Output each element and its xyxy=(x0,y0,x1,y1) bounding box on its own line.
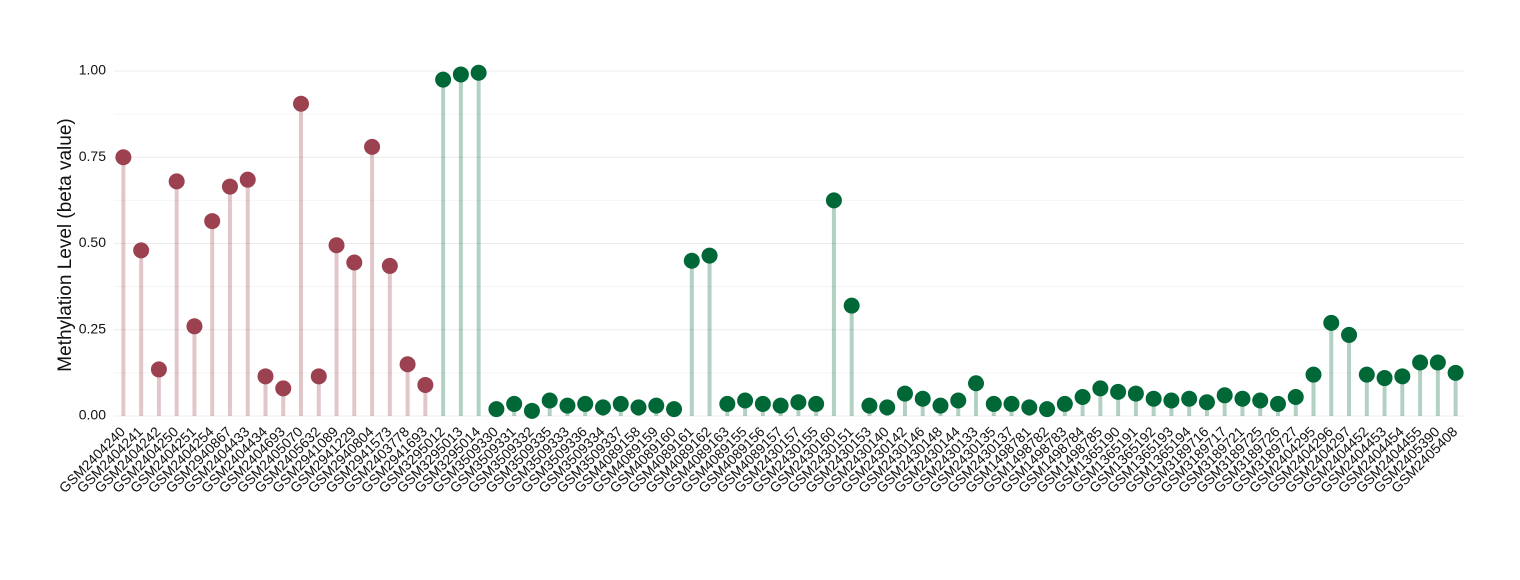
dot xyxy=(985,395,1002,412)
dot xyxy=(275,380,292,397)
dot xyxy=(115,149,132,166)
dot xyxy=(594,399,611,416)
dot xyxy=(1305,366,1322,383)
dot xyxy=(808,395,825,412)
dot xyxy=(879,399,896,416)
dot xyxy=(719,395,736,412)
dot xyxy=(1163,392,1180,409)
dot xyxy=(541,392,558,409)
dot xyxy=(506,395,523,412)
dot xyxy=(1269,395,1286,412)
dot xyxy=(1216,387,1233,404)
dot xyxy=(1323,314,1340,331)
y-tick-label: 0.25 xyxy=(79,320,106,336)
dot xyxy=(1074,389,1091,406)
dot xyxy=(843,297,860,314)
y-tick-label: 0.75 xyxy=(79,148,106,164)
dot xyxy=(737,392,754,409)
dot xyxy=(1056,395,1073,412)
dot xyxy=(239,171,256,188)
dot xyxy=(523,402,540,419)
dot xyxy=(612,395,629,412)
y-tick-label: 0.50 xyxy=(79,234,106,250)
dot xyxy=(950,392,967,409)
dot xyxy=(310,368,327,385)
dot xyxy=(1092,380,1109,397)
dot xyxy=(1181,390,1198,407)
y-tick-label: 0.00 xyxy=(79,407,106,423)
dot xyxy=(417,376,434,393)
dot xyxy=(204,213,221,230)
dot xyxy=(896,385,913,402)
dot xyxy=(683,252,700,269)
dot xyxy=(186,318,203,335)
dot xyxy=(772,397,789,414)
dot xyxy=(1412,354,1429,371)
dot xyxy=(1376,370,1393,387)
dot xyxy=(666,401,683,418)
dot xyxy=(630,399,647,416)
dot xyxy=(968,375,985,392)
dot xyxy=(364,138,381,155)
dot xyxy=(754,395,771,412)
dot xyxy=(825,192,842,209)
dot xyxy=(577,395,594,412)
dot xyxy=(1198,394,1215,411)
dot xyxy=(293,95,310,112)
dot xyxy=(221,178,238,195)
dot xyxy=(133,242,150,259)
dot xyxy=(559,397,576,414)
dot xyxy=(701,247,718,264)
dot xyxy=(1447,364,1464,381)
dot xyxy=(1341,326,1358,343)
dot xyxy=(381,257,398,274)
dot xyxy=(1145,390,1162,407)
dot xyxy=(346,254,363,271)
dot xyxy=(488,401,505,418)
dot xyxy=(257,368,274,385)
dot xyxy=(1110,383,1127,400)
dot xyxy=(150,361,167,378)
dot xyxy=(861,397,878,414)
dot xyxy=(1394,368,1411,385)
dot xyxy=(932,397,949,414)
dot xyxy=(1021,399,1038,416)
dot xyxy=(1252,392,1269,409)
dot xyxy=(1429,354,1446,371)
dot xyxy=(1234,390,1251,407)
dot xyxy=(452,66,469,83)
dot xyxy=(648,397,665,414)
dot xyxy=(1039,401,1056,418)
dot xyxy=(470,64,487,81)
dot xyxy=(328,237,345,254)
dot xyxy=(435,71,452,88)
dot xyxy=(168,173,185,190)
dot xyxy=(1287,389,1304,406)
dot xyxy=(914,390,931,407)
dot xyxy=(399,356,416,373)
dot xyxy=(1127,385,1144,402)
y-axis-title: Methylation Level (beta value) xyxy=(55,118,76,371)
y-tick-label: 1.00 xyxy=(79,62,106,78)
dot xyxy=(1358,366,1375,383)
dot xyxy=(790,394,807,411)
dot xyxy=(1003,395,1020,412)
